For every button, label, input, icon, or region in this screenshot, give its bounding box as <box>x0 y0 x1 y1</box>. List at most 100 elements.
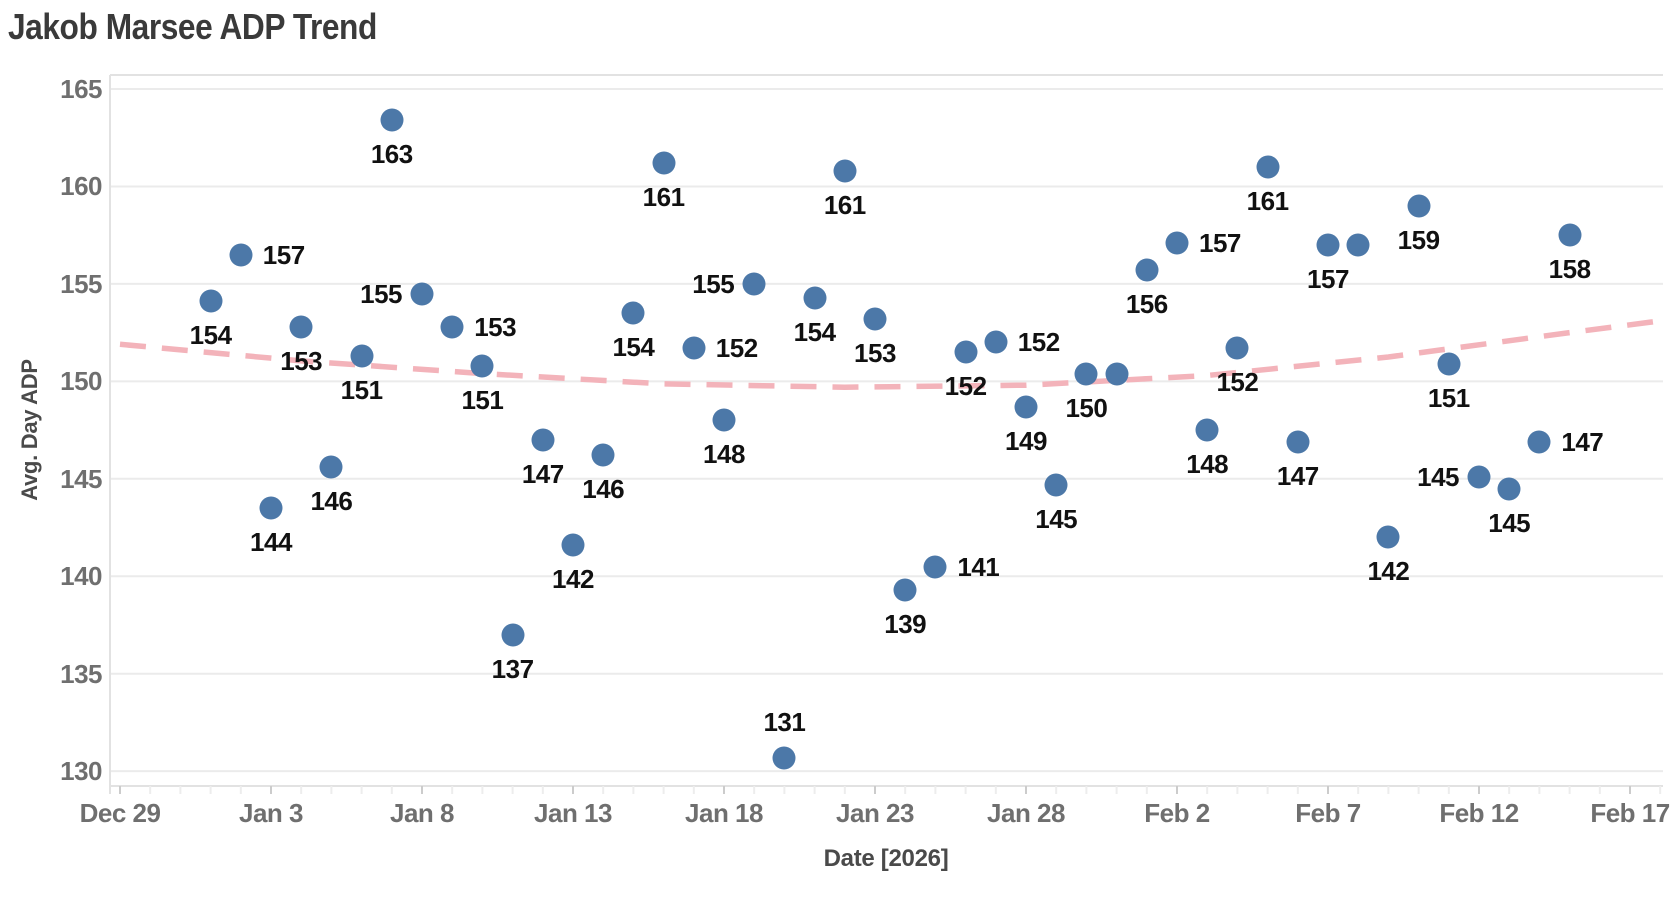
x-tick-label-jan-18: Jan 18 <box>685 798 763 828</box>
data-point-jan-18[interactable] <box>712 408 736 432</box>
data-point-jan-14[interactable] <box>591 443 615 467</box>
data-point-feb-1[interactable] <box>1135 258 1159 282</box>
data-point-jan-17[interactable] <box>682 336 706 360</box>
point-label-jan-19: 155 <box>692 268 735 299</box>
x-axis-title: Date [2026] <box>823 845 949 872</box>
point-label-jan-6: 151 <box>340 375 383 405</box>
point-label-feb-9: 142 <box>1367 556 1410 587</box>
point-label-jan-21: 154 <box>793 316 836 347</box>
data-point-jan-1[interactable] <box>199 289 223 313</box>
point-label-feb-4: 152 <box>1216 367 1259 398</box>
point-label-jan-7: 163 <box>370 139 413 170</box>
chart-title: Jakob Marsee ADP Trend <box>8 6 377 47</box>
point-label-jan-24: 139 <box>884 608 927 639</box>
data-point-jan-7[interactable] <box>380 108 404 132</box>
data-point-jan-28[interactable] <box>1014 395 1038 419</box>
point-label-jan-17: 152 <box>715 333 758 364</box>
point-label-feb-10: 159 <box>1397 224 1440 255</box>
data-point-jan-23[interactable] <box>863 307 887 331</box>
data-point-jan-31[interactable] <box>1105 362 1129 386</box>
point-label-feb-14: 147 <box>1561 426 1604 457</box>
data-point-feb-4[interactable] <box>1225 336 1249 360</box>
data-point-feb-5[interactable] <box>1256 155 1280 179</box>
data-point-feb-6[interactable] <box>1286 430 1310 454</box>
data-point-jan-27[interactable] <box>984 330 1008 354</box>
data-point-feb-11[interactable] <box>1437 352 1461 376</box>
data-point-jan-26[interactable] <box>954 340 978 364</box>
y-tick-label-165: 165 <box>60 74 102 104</box>
point-label-jan-1: 154 <box>189 320 232 351</box>
data-point-feb-7[interactable] <box>1316 233 1340 257</box>
data-point-feb-14[interactable] <box>1527 430 1551 454</box>
y-tick-label-145: 145 <box>60 463 102 494</box>
x-tick-label-jan-13: Jan 13 <box>534 798 612 828</box>
data-point-jan-25[interactable] <box>923 555 947 578</box>
data-point-jan-21[interactable] <box>803 286 827 310</box>
point-label-jan-27: 152 <box>1017 327 1060 358</box>
y-tick-label-140: 140 <box>60 561 102 592</box>
data-point-jan-2[interactable] <box>229 243 253 267</box>
data-point-feb-13[interactable] <box>1497 477 1521 501</box>
point-label-jan-4: 153 <box>280 345 323 376</box>
data-point-jan-5[interactable] <box>319 455 343 479</box>
data-point-feb-2[interactable] <box>1165 231 1189 255</box>
data-point-jan-11[interactable] <box>501 623 525 647</box>
data-point-jan-24[interactable] <box>893 578 917 602</box>
point-label-jan-9: 153 <box>474 311 517 342</box>
data-point-jan-13[interactable] <box>561 533 585 557</box>
x-tick-label-feb-12: Feb 12 <box>1439 798 1519 828</box>
point-label-feb-15: 158 <box>1548 254 1591 285</box>
data-point-jan-20[interactable] <box>772 746 796 769</box>
point-label-feb-13: 145 <box>1488 507 1531 538</box>
point-label-jan-12: 147 <box>521 458 564 489</box>
point-label-jan-18: 148 <box>703 439 745 470</box>
point-label-feb-6: 147 <box>1276 460 1319 491</box>
data-point-jan-9[interactable] <box>440 315 464 339</box>
data-point-jan-3[interactable] <box>259 496 283 520</box>
data-point-jan-16[interactable] <box>652 151 676 175</box>
data-point-feb-12[interactable] <box>1467 465 1491 489</box>
point-label-feb-5: 161 <box>1246 185 1289 216</box>
data-point-jan-22[interactable] <box>833 159 857 183</box>
x-tick-label-jan-23: Jan 23 <box>836 798 914 828</box>
data-point-feb-15[interactable] <box>1558 223 1582 247</box>
data-point-jan-8[interactable] <box>410 282 434 306</box>
x-tick-label-jan-28: Jan 28 <box>987 798 1065 828</box>
data-point-jan-6[interactable] <box>350 344 374 368</box>
point-label-jan-14: 146 <box>582 474 625 505</box>
x-tick-label-feb-2: Feb 2 <box>1144 798 1210 828</box>
data-point-feb-9[interactable] <box>1376 525 1400 549</box>
point-label-feb-2: 157 <box>1199 227 1241 258</box>
data-point-jan-29[interactable] <box>1044 473 1068 497</box>
data-point-jan-19[interactable] <box>742 272 766 296</box>
point-label-jan-5: 146 <box>310 486 353 517</box>
point-label-jan-2: 157 <box>262 239 305 270</box>
y-tick-label-150: 150 <box>60 366 102 397</box>
point-label-feb-1: 156 <box>1125 289 1168 320</box>
point-label-jan-11: 137 <box>491 653 534 684</box>
data-point-feb-10[interactable] <box>1407 194 1431 218</box>
point-label-jan-20: 131 <box>763 706 806 737</box>
point-label-jan-8: 155 <box>360 278 402 309</box>
data-point-feb-8[interactable] <box>1346 233 1370 257</box>
data-point-jan-10[interactable] <box>470 354 494 378</box>
trend-line <box>119 318 1661 390</box>
data-point-jan-30[interactable] <box>1074 362 1098 386</box>
point-label-jan-29: 145 <box>1035 503 1078 534</box>
x-tick-label-jan-3: Jan 3 <box>239 798 304 828</box>
y-tick-label-155: 155 <box>60 268 102 299</box>
point-label-jan-10: 151 <box>461 384 504 415</box>
data-point-feb-3[interactable] <box>1195 418 1219 442</box>
point-label-feb-3: 148 <box>1186 449 1229 480</box>
point-label-jan-30: 150 <box>1065 392 1108 423</box>
data-point-jan-4[interactable] <box>289 315 313 339</box>
point-label-jan-13: 142 <box>552 564 594 595</box>
data-point-jan-12[interactable] <box>531 428 555 452</box>
data-point-jan-15[interactable] <box>621 301 645 325</box>
y-tick-label-130: 130 <box>60 756 102 787</box>
point-label-jan-16: 161 <box>642 182 685 213</box>
point-label-jan-22: 161 <box>823 189 866 220</box>
x-tick-label-feb-7: Feb 7 <box>1295 798 1361 828</box>
